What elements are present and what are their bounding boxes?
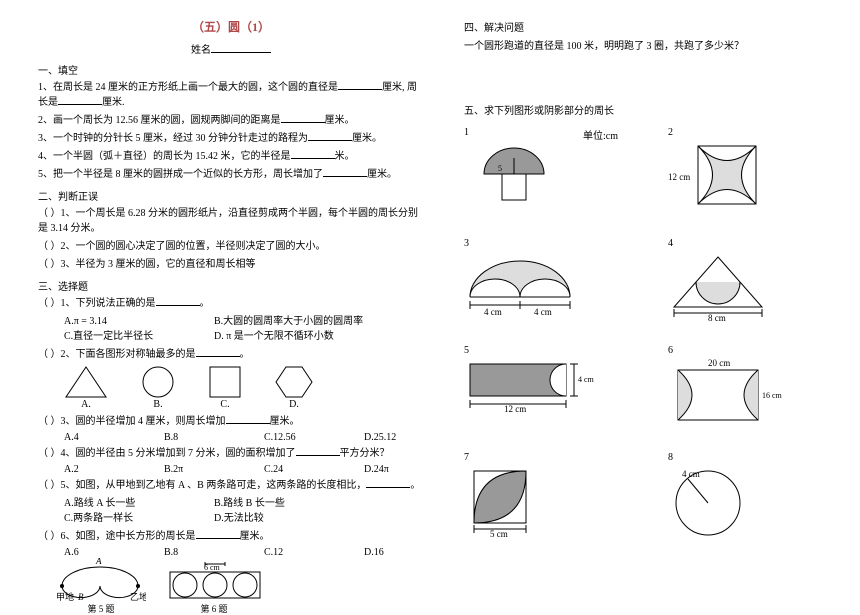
c4: （ ）4、圆的半径由 5 分米增加到 7 分米，圆的面积增加了平方分米？ [38, 446, 424, 461]
svg-text:4 cm: 4 cm [484, 307, 502, 317]
svg-text:12 cm: 12 cm [668, 172, 690, 182]
c5-opts: A.路线 A 长一些B.路线 B 长一些 C.两条路一样长D.无法比较 [64, 496, 424, 526]
fig8-icon: 4 cm [668, 465, 748, 539]
svg-text:4 cm: 4 cm [682, 469, 700, 479]
c5: （ ）5、如图，从甲地到乙地有 A 、B 两条路可走，这两条路的长度相比，。 [38, 478, 424, 493]
fig3-icon: 4 cm 4 cm [464, 251, 584, 321]
c2-shapes: A. B. C. D. [64, 365, 424, 410]
section-1-head: 一、填空 [38, 62, 424, 77]
svg-text:乙地: 乙地 [130, 591, 146, 602]
j2: （ ）2、一个圆的圆心决定了圆的位置，半径则决定了圆的大小。 [38, 239, 424, 254]
q6-figure-icon: 6 cm [164, 558, 264, 602]
svg-text:5 cm: 5 cm [490, 529, 508, 539]
c6: （ ）6、如图，途中长方形的周长是厘米。 [38, 529, 424, 544]
fig-7: 7 5 cm [464, 452, 618, 539]
c1: （ ）1、下列说法正确的是。 [38, 296, 424, 311]
svg-text:A: A [95, 558, 102, 566]
svg-text:12 cm: 12 cm [504, 404, 526, 414]
svg-text:5: 5 [498, 164, 502, 173]
circle-icon [140, 365, 176, 399]
j1: （ ）1、一个周长是 6.28 分米的圆形纸片，沿直径剪成两个半圆，每个半圆的周… [38, 206, 424, 236]
svg-text:4 cm: 4 cm [578, 375, 594, 384]
q5: 5、把一个半径是 8 厘米的圆拼成一个近似的长方形，周长增加了厘米。 [38, 167, 424, 182]
fig2-icon: 12 cm [668, 140, 778, 210]
svg-text:8 cm: 8 cm [708, 313, 726, 321]
c1-opts: A.π = 3.14B.大圆的圆周率大于小圆的圆周率 C.直径一定比半径长D. … [64, 314, 424, 344]
c4-opts: A.2B.2πC.24D.24π [64, 464, 424, 475]
page-title: （五）圆（1） [38, 18, 424, 35]
svg-text:16 cm: 16 cm [762, 391, 783, 400]
hexagon-icon [274, 365, 314, 399]
q5-figure-icon: 甲地 乙地 A B [56, 558, 146, 602]
q4: 4、一个半圆（弧＋直径）的周长为 15.42 米，它的半径是米。 [38, 149, 424, 164]
fig-4: 4 8 cm [668, 238, 822, 321]
svg-text:20 cm: 20 cm [708, 358, 730, 368]
c6-opts: A.6B.8C.12D.16 [64, 547, 424, 558]
section-5-head: 五、求下列图形或阴影部分的周长 [464, 104, 822, 119]
name-line: 姓名 [38, 41, 424, 56]
c3: （ ）3、圆的半径增加 4 厘米，则周长增加厘米。 [38, 414, 424, 429]
fig4-icon: 8 cm [668, 251, 768, 321]
svg-text:4 cm: 4 cm [534, 307, 552, 317]
section-2-head: 二、判断正误 [38, 188, 424, 203]
fig1-icon: 5 [464, 144, 564, 214]
c2: （ ）2、下面各图形对称轴最多的是。 [38, 347, 424, 362]
triangle-icon [64, 365, 108, 399]
svg-text:B: B [78, 592, 84, 602]
j3: （ ）3、半径为 3 厘米的圆，它的直径和周长相等 [38, 257, 424, 272]
fig-6: 6 20 cm 16 cm [668, 345, 822, 428]
square-icon [208, 365, 242, 399]
fig7-icon: 5 cm [464, 465, 554, 539]
c3-opts: A.4B.8C.12.56D.25.12 [64, 432, 424, 443]
fig-1: 1单位:cm 5 [464, 127, 618, 214]
fig6-icon: 20 cm 16 cm [668, 358, 788, 428]
section-4-head: 四、解决问题 [464, 21, 822, 36]
fig-2: 2 12 cm [668, 127, 822, 214]
q1: 1、在周长是 24 厘米的正方形纸上画一个最大的圆，这个圆的直径是厘米, 周长是… [38, 80, 424, 110]
q2: 2、画一个周长为 12.56 厘米的圆，圆规两脚间的距离是厘米。 [38, 113, 424, 128]
right-q: 一个圆形跑道的直径是 100 米，明明跑了 3 圈，共跑了多少米？ [464, 39, 822, 54]
svg-text:6 cm: 6 cm [204, 563, 221, 572]
fig-8: 8 4 cm [668, 452, 822, 539]
q3: 3、一个时钟的分针长 5 厘米，经过 30 分钟分针走过的路程为厘米。 [38, 131, 424, 146]
fig-3: 3 4 cm 4 cm [464, 238, 618, 321]
fig5-icon: 12 cm 4 cm [464, 358, 594, 414]
section-3-head: 三、选择题 [38, 278, 424, 293]
svg-text:甲地: 甲地 [56, 591, 74, 602]
fig-5: 5 12 cm 4 cm [464, 345, 618, 428]
